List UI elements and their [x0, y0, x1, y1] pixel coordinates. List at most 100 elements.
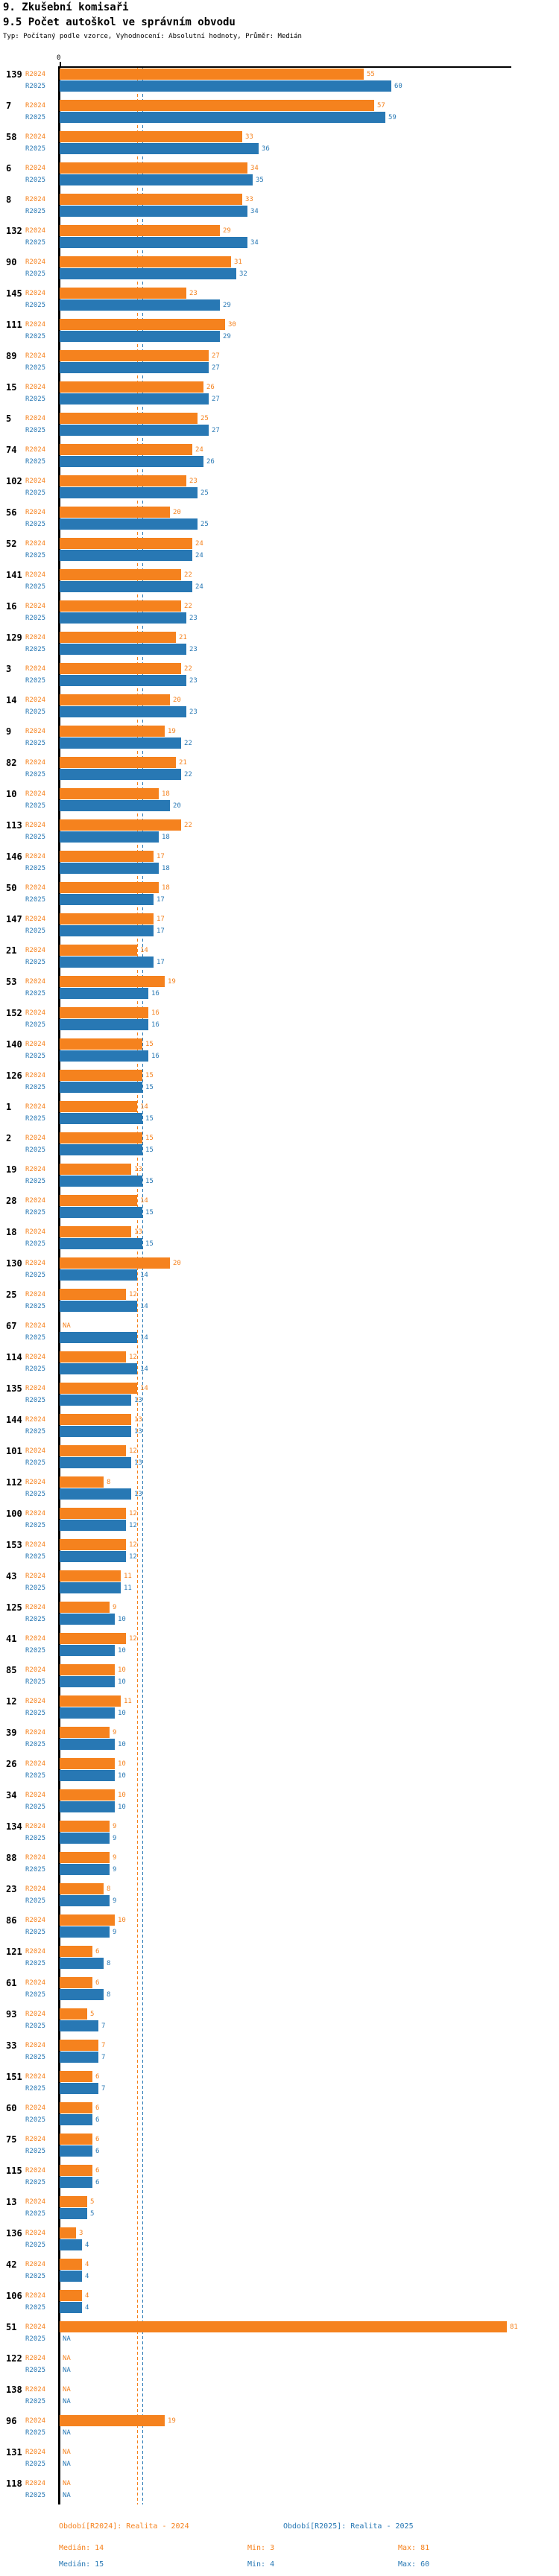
- bar-r2024[interactable]: [60, 1821, 110, 1832]
- bar-r2025[interactable]: [60, 1645, 115, 1656]
- bar-r2025[interactable]: [60, 362, 209, 373]
- bar-r2025[interactable]: [60, 1551, 126, 1562]
- bar-r2025[interactable]: [60, 1676, 115, 1687]
- bar-r2025[interactable]: [60, 1332, 137, 1343]
- bar-r2025[interactable]: [60, 1238, 142, 1249]
- bar-r2025[interactable]: [60, 1457, 131, 1468]
- bar-r2024[interactable]: [60, 1414, 131, 1425]
- bar-r2024[interactable]: [60, 1164, 131, 1175]
- bar-r2024[interactable]: [60, 2227, 76, 2239]
- bar-r2024[interactable]: [60, 694, 170, 705]
- bar-r2025[interactable]: [60, 2208, 87, 2219]
- bar-r2024[interactable]: [60, 1289, 126, 1300]
- bar-r2025[interactable]: [60, 1176, 142, 1187]
- bar-r2024[interactable]: [60, 2040, 98, 2051]
- bar-r2024[interactable]: [60, 2165, 92, 2176]
- bar-r2025[interactable]: [60, 1614, 115, 1625]
- bar-r2024[interactable]: [60, 663, 181, 674]
- bar-r2025[interactable]: [60, 644, 186, 655]
- bar-r2025[interactable]: [60, 1269, 137, 1281]
- bar-r2024[interactable]: [60, 1101, 137, 1112]
- bar-r2024[interactable]: [60, 819, 181, 831]
- bar-r2025[interactable]: [60, 1019, 148, 1030]
- bar-r2024[interactable]: [60, 976, 165, 987]
- bar-r2025[interactable]: [60, 1864, 110, 1875]
- bar-r2025[interactable]: [60, 206, 247, 217]
- bar-r2024[interactable]: [60, 945, 137, 956]
- bar-r2024[interactable]: [60, 632, 176, 643]
- bar-r2025[interactable]: [60, 1488, 131, 1500]
- bar-r2024[interactable]: [60, 1132, 142, 1143]
- bar-r2025[interactable]: [60, 988, 148, 999]
- bar-r2025[interactable]: [60, 518, 198, 530]
- bar-r2024[interactable]: [60, 1257, 170, 1269]
- bar-r2024[interactable]: [60, 1664, 115, 1675]
- bar-r2025[interactable]: [60, 1739, 115, 1750]
- bar-r2024[interactable]: [60, 256, 231, 267]
- bar-r2024[interactable]: [60, 538, 192, 549]
- bar-r2025[interactable]: [60, 487, 198, 498]
- bar-r2024[interactable]: [60, 2071, 92, 2082]
- bar-r2025[interactable]: [60, 80, 391, 92]
- bar-r2025[interactable]: [60, 299, 220, 311]
- bar-r2024[interactable]: [60, 1508, 126, 1519]
- bar-r2025[interactable]: [60, 1895, 110, 1906]
- bar-r2024[interactable]: [60, 1914, 115, 1926]
- bar-r2024[interactable]: [60, 1038, 142, 1050]
- bar-r2025[interactable]: [60, 1207, 142, 1218]
- bar-r2024[interactable]: [60, 600, 181, 612]
- bar-r2024[interactable]: [60, 288, 186, 299]
- bar-r2025[interactable]: [60, 2020, 98, 2031]
- bar-r2025[interactable]: [60, 112, 385, 123]
- bar-r2024[interactable]: [60, 131, 242, 142]
- bar-r2025[interactable]: [60, 800, 170, 811]
- bar-r2024[interactable]: [60, 444, 192, 455]
- bar-r2025[interactable]: [60, 1426, 131, 1437]
- bar-r2024[interactable]: [60, 1977, 92, 1988]
- bar-r2024[interactable]: [60, 225, 220, 236]
- bar-r2024[interactable]: [60, 1445, 126, 1456]
- bar-r2024[interactable]: [60, 726, 165, 737]
- bar-r2024[interactable]: [60, 1539, 126, 1550]
- bar-r2025[interactable]: [60, 1582, 121, 1593]
- bar-r2025[interactable]: [60, 2052, 98, 2063]
- bar-r2025[interactable]: [60, 456, 203, 467]
- bar-r2025[interactable]: [60, 2145, 92, 2157]
- bar-r2025[interactable]: [60, 1520, 126, 1531]
- bar-r2025[interactable]: [60, 331, 220, 342]
- bar-r2024[interactable]: [60, 2259, 82, 2270]
- bar-r2025[interactable]: [60, 1363, 137, 1374]
- bar-r2025[interactable]: [60, 174, 253, 185]
- bar-r2025[interactable]: [60, 268, 236, 279]
- bar-r2024[interactable]: [60, 1070, 142, 1081]
- bar-r2024[interactable]: [60, 757, 176, 768]
- bar-r2024[interactable]: [60, 913, 154, 924]
- bar-r2024[interactable]: [60, 1602, 110, 1613]
- bar-r2025[interactable]: [60, 1770, 115, 1781]
- bar-r2025[interactable]: [60, 769, 181, 780]
- bar-r2025[interactable]: [60, 1050, 148, 1062]
- bar-r2025[interactable]: [60, 2271, 82, 2282]
- bar-r2024[interactable]: [60, 1570, 121, 1582]
- bar-r2024[interactable]: [60, 507, 170, 518]
- bar-r2025[interactable]: [60, 2302, 82, 2313]
- bar-r2025[interactable]: [60, 2083, 98, 2094]
- bar-r2024[interactable]: [60, 475, 186, 486]
- bar-r2025[interactable]: [60, 2177, 92, 2188]
- bar-r2024[interactable]: [60, 2196, 87, 2207]
- bar-r2024[interactable]: [60, 381, 203, 393]
- bar-r2025[interactable]: [60, 425, 209, 436]
- bar-r2024[interactable]: [60, 851, 154, 862]
- bar-r2025[interactable]: [60, 706, 186, 717]
- bar-r2024[interactable]: [60, 1883, 104, 1894]
- bar-r2024[interactable]: [60, 882, 159, 893]
- bar-r2025[interactable]: [60, 2114, 92, 2125]
- bar-r2025[interactable]: [60, 1958, 104, 1969]
- bar-r2025[interactable]: [60, 831, 159, 843]
- bar-r2024[interactable]: [60, 1946, 92, 1957]
- bar-r2024[interactable]: [60, 162, 247, 174]
- bar-r2025[interactable]: [60, 1833, 110, 1844]
- bar-r2025[interactable]: [60, 863, 159, 874]
- bar-r2024[interactable]: [60, 1633, 126, 1644]
- bar-r2025[interactable]: [60, 894, 154, 905]
